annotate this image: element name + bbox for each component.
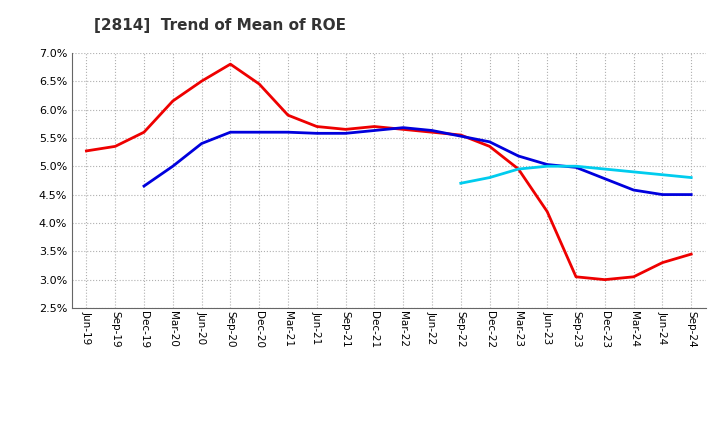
7 Years [658, 172, 667, 177]
3 Years [111, 144, 120, 149]
7 Years [572, 164, 580, 169]
3 Years [370, 124, 379, 129]
5 Years [341, 131, 350, 136]
5 Years [629, 187, 638, 193]
3 Years [428, 129, 436, 135]
3 Years [140, 129, 148, 135]
7 Years [485, 175, 494, 180]
Line: 3 Years: 3 Years [86, 64, 691, 280]
3 Years [456, 132, 465, 138]
5 Years [399, 125, 408, 130]
3 Years [168, 99, 177, 104]
7 Years [514, 166, 523, 172]
5 Years [428, 128, 436, 133]
Line: 7 Years: 7 Years [461, 166, 691, 183]
Line: 5 Years: 5 Years [144, 128, 691, 194]
5 Years [140, 183, 148, 189]
5 Years [572, 165, 580, 170]
5 Years [687, 192, 696, 197]
3 Years [284, 113, 292, 118]
5 Years [658, 192, 667, 197]
7 Years [600, 166, 609, 172]
7 Years [687, 175, 696, 180]
3 Years [255, 81, 264, 87]
Text: [2814]  Trend of Mean of ROE: [2814] Trend of Mean of ROE [94, 18, 346, 33]
3 Years [600, 277, 609, 282]
5 Years [485, 139, 494, 144]
3 Years [341, 127, 350, 132]
7 Years [629, 169, 638, 175]
5 Years [312, 131, 321, 136]
5 Years [514, 154, 523, 159]
5 Years [255, 129, 264, 135]
5 Years [456, 133, 465, 139]
3 Years [197, 78, 206, 84]
5 Years [284, 129, 292, 135]
5 Years [370, 128, 379, 133]
3 Years [226, 62, 235, 67]
3 Years [399, 127, 408, 132]
5 Years [197, 141, 206, 146]
5 Years [168, 164, 177, 169]
3 Years [82, 148, 91, 154]
7 Years [543, 164, 552, 169]
3 Years [629, 274, 638, 279]
3 Years [514, 166, 523, 172]
5 Years [600, 176, 609, 181]
3 Years [312, 124, 321, 129]
3 Years [572, 274, 580, 279]
3 Years [485, 144, 494, 149]
3 Years [543, 209, 552, 214]
5 Years [226, 129, 235, 135]
3 Years [687, 252, 696, 257]
3 Years [658, 260, 667, 265]
7 Years [456, 180, 465, 186]
5 Years [543, 162, 552, 167]
